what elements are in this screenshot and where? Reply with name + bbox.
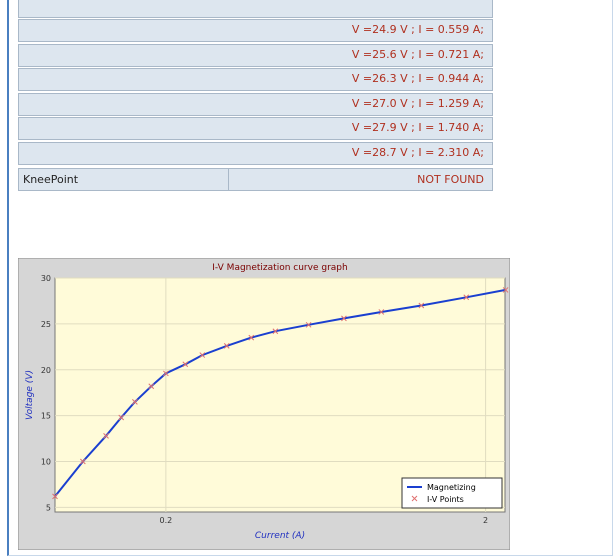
point bbox=[132, 399, 138, 405]
point bbox=[418, 302, 425, 309]
table-row bbox=[18, 0, 493, 18]
table-row: V =24.9 V ; I = 0.559 A; bbox=[18, 19, 493, 42]
table-row: V =27.0 V ; I = 1.259 A; bbox=[18, 92, 493, 116]
point bbox=[305, 321, 312, 328]
point bbox=[148, 383, 155, 390]
y-tick-label: 5 bbox=[46, 503, 51, 512]
point bbox=[118, 414, 125, 421]
knee-value: NOT FOUND bbox=[228, 168, 493, 191]
point bbox=[248, 334, 255, 341]
point bbox=[502, 287, 509, 293]
point bbox=[103, 432, 109, 439]
point bbox=[163, 370, 169, 377]
point bbox=[80, 458, 86, 465]
legend-label: Magnetizing bbox=[427, 483, 476, 492]
x-axis-label: Current (A) bbox=[255, 531, 305, 541]
point bbox=[272, 328, 279, 335]
knee-label: KneePoint bbox=[18, 168, 229, 191]
point bbox=[199, 352, 206, 358]
y-axis-label: Voltage (V) bbox=[25, 370, 35, 420]
point bbox=[52, 493, 58, 500]
legend-swatch bbox=[411, 495, 418, 502]
x-tick-label: 2 bbox=[483, 516, 488, 525]
point bbox=[378, 309, 385, 315]
y-tick-label: 20 bbox=[41, 366, 51, 375]
curve bbox=[54, 288, 506, 498]
frame bbox=[7, 0, 613, 556]
point bbox=[223, 343, 230, 349]
x-tick-label: 0.2 bbox=[160, 516, 173, 525]
table-row: V =28.7 V ; I = 2.310 A; bbox=[18, 141, 493, 165]
table-row: V =25.6 V ; I = 0.721 A; bbox=[18, 43, 493, 67]
point bbox=[182, 361, 189, 368]
legend-label: I-V Points bbox=[427, 495, 464, 504]
table-row: V =27.9 V ; I = 1.740 A; bbox=[18, 117, 493, 140]
y-tick-label: 10 bbox=[41, 458, 51, 467]
legend bbox=[401, 477, 503, 509]
point bbox=[463, 294, 470, 301]
y-tick-label: 25 bbox=[41, 320, 51, 329]
plot-area bbox=[54, 277, 506, 513]
y-tick-label: 30 bbox=[41, 274, 51, 283]
y-tick-label: 15 bbox=[41, 412, 51, 421]
point bbox=[341, 315, 347, 322]
chart: I-V Magnetization curve graph Current (A… bbox=[18, 258, 510, 550]
chart-title: I-V Magnetization curve graph bbox=[212, 263, 347, 273]
table-row: V =26.3 V ; I = 0.944 A; bbox=[18, 68, 493, 91]
